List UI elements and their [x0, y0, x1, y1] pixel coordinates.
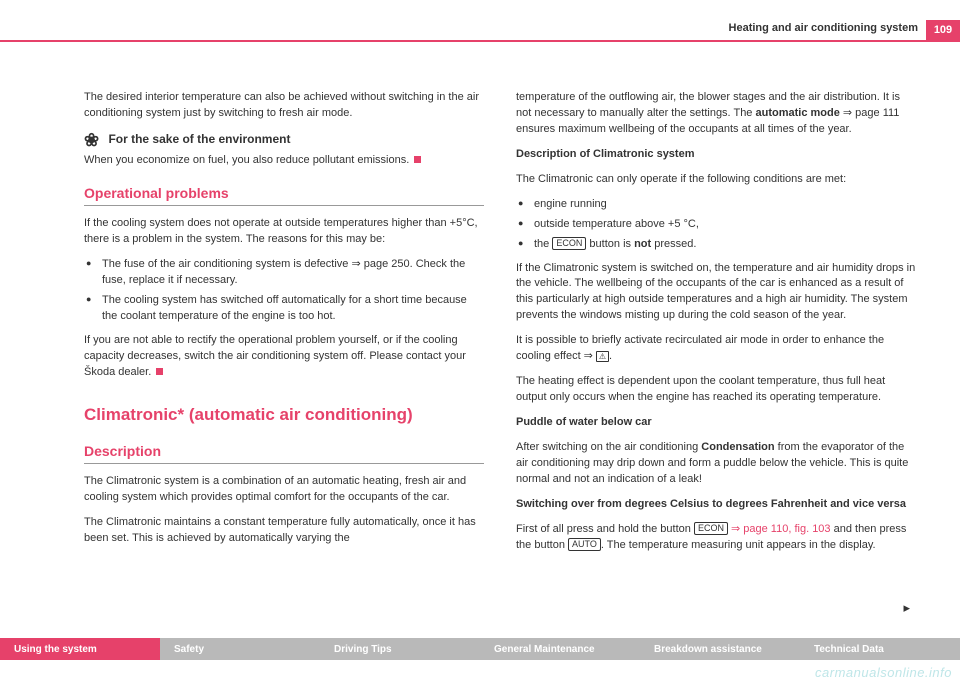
page-number-badge: 109: [926, 20, 960, 40]
desc-paragraph-2: The Climatronic maintains a constant tem…: [84, 515, 484, 547]
environment-heading-text: For the sake of the environment: [108, 132, 290, 146]
puddle-bold: Puddle of water below car: [516, 416, 652, 428]
continue-arrow-icon: ▸: [903, 599, 910, 618]
right-column: temperature of the outflowing air, the b…: [516, 90, 916, 620]
environment-text-span: When you economize on fuel, you also red…: [84, 154, 409, 166]
intro-paragraph: The desired interior temperature can als…: [84, 90, 484, 122]
page-fig-ref: ⇒ page 110, fig. 103: [728, 523, 831, 535]
watermark: carmanualsonline.info: [815, 665, 952, 680]
conditions-list: engine running outside temperature above…: [516, 197, 916, 253]
cond-1: engine running: [516, 197, 916, 213]
section-title: Heating and air conditioning system: [729, 22, 918, 34]
op-b1-text-a: The fuse of the air conditioning system …: [102, 258, 351, 270]
not-bold: not: [634, 238, 651, 250]
left-column: The desired interior temperature can als…: [84, 90, 484, 620]
desc-climatronic-bold: Description of Climatronic system: [516, 148, 695, 160]
description-heading: Description: [84, 441, 484, 461]
op-bullet-2: The cooling system has switched off auto…: [84, 293, 484, 325]
environment-text: When you economize on fuel, you also red…: [84, 153, 484, 169]
nav-technical-data[interactable]: Technical Data: [800, 638, 960, 660]
right-p3: If the Climatronic system is switched on…: [516, 261, 916, 325]
op-bullet-list: The fuse of the air conditioning system …: [84, 257, 484, 325]
page-ref: ⇒ page 250: [351, 258, 409, 270]
r-p1-b: ensures maximum wellbeing of the occupan…: [516, 123, 852, 135]
nav-breakdown-assistance[interactable]: Breakdown assistance: [640, 638, 800, 660]
c3-b: button is: [586, 238, 634, 250]
bottom-nav: Using the system Safety Driving Tips Gen…: [0, 638, 960, 660]
op-p2-text: If you are not able to rectify the opera…: [84, 334, 466, 378]
warning-icon: ⚠: [596, 351, 609, 362]
puddle-heading: Puddle of water below car: [516, 415, 916, 431]
desc-climatronic-heading: Description of Climatronic system: [516, 147, 916, 163]
nav-general-maintenance[interactable]: General Maintenance: [480, 638, 640, 660]
content-columns: The desired interior temperature can als…: [84, 90, 916, 620]
op-paragraph-1: If the cooling system does not operate a…: [84, 216, 484, 248]
auto-button-label: AUTO: [568, 538, 601, 551]
condensation-bold: Condensation: [701, 441, 774, 453]
nav-using-the-system[interactable]: Using the system: [0, 638, 160, 660]
flower-icon: ❀: [84, 131, 99, 149]
right-p5: The heating effect is dependent upon the…: [516, 374, 916, 406]
nav-safety[interactable]: Safety: [160, 638, 320, 660]
end-square-icon: [414, 156, 421, 163]
climatronic-heading: Climatronic* (automatic air conditioning…: [84, 403, 484, 428]
environment-heading: ❀ For the sake of the environment: [84, 131, 484, 149]
r-p7-a: First of all press and hold the button: [516, 523, 694, 535]
op-paragraph-2: If you are not able to rectify the opera…: [84, 333, 484, 381]
switch-heading: Switching over from degrees Celsius to d…: [516, 497, 916, 513]
section-divider: [84, 463, 484, 464]
cond-3: the ECON button is not pressed.: [516, 237, 916, 253]
r-p6-a: After switching on the air conditioning: [516, 441, 701, 453]
right-p2: The Climatronic can only operate if the …: [516, 172, 916, 188]
page-ref: ⇒ page 111: [840, 107, 900, 119]
switch-bold: Switching over from degrees Celsius to d…: [516, 498, 906, 510]
right-p4: It is possible to briefly activate recir…: [516, 333, 916, 365]
right-p1: temperature of the outflowing air, the b…: [516, 90, 916, 138]
section-divider: [84, 205, 484, 206]
c3-a: the: [534, 238, 552, 250]
r-p4-b: .: [609, 350, 612, 362]
op-bullet-1: The fuse of the air conditioning system …: [84, 257, 484, 289]
r-p4-a: It is possible to briefly activate recir…: [516, 334, 884, 362]
operational-problems-heading: Operational problems: [84, 183, 484, 203]
end-square-icon: [156, 368, 163, 375]
right-p7: First of all press and hold the button E…: [516, 522, 916, 554]
header-rule: [0, 40, 960, 42]
econ-button-label: ECON: [552, 237, 586, 250]
r-p7-c: . The temperature measuring unit appears…: [601, 539, 876, 551]
automatic-mode-bold: automatic mode: [755, 107, 839, 119]
right-p6: After switching on the air conditioning …: [516, 440, 916, 488]
cond-2: outside temperature above +5 °C,: [516, 217, 916, 233]
desc-paragraph-1: The Climatronic system is a combination …: [84, 474, 484, 506]
c3-c: pressed.: [651, 238, 696, 250]
nav-driving-tips[interactable]: Driving Tips: [320, 638, 480, 660]
econ-button-label: ECON: [694, 522, 728, 535]
